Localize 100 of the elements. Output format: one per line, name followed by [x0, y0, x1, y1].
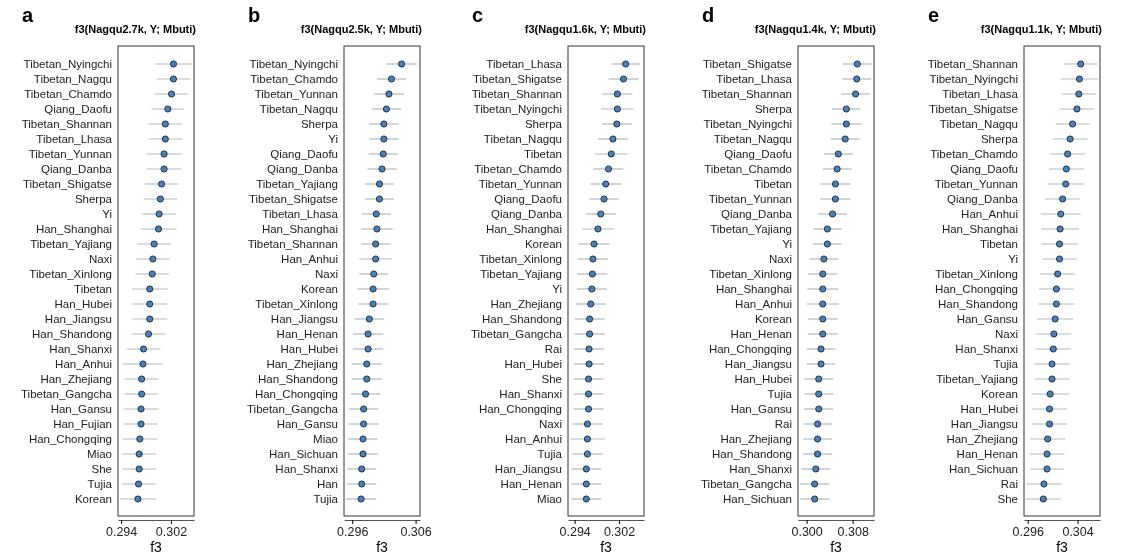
- x-axis-title: f3: [1056, 539, 1069, 555]
- point: [584, 375, 593, 383]
- point: [817, 360, 825, 368]
- point: [613, 90, 621, 98]
- point: [169, 60, 177, 68]
- point: [589, 255, 597, 263]
- point: [135, 450, 143, 458]
- y-tick-label: Sherpa: [754, 103, 793, 116]
- point: [360, 420, 368, 428]
- y-tick-label: Han_Anhui: [505, 433, 562, 446]
- point: [1040, 480, 1048, 488]
- point: [398, 60, 406, 68]
- point: [853, 60, 861, 68]
- point: [379, 150, 387, 158]
- point: [372, 240, 380, 248]
- point: [372, 255, 380, 263]
- point: [1066, 135, 1074, 143]
- point: [584, 405, 593, 413]
- point: [1064, 150, 1072, 158]
- y-tick-label: She: [997, 493, 1018, 506]
- point: [139, 360, 147, 368]
- point: [138, 390, 146, 398]
- point: [820, 255, 828, 263]
- y-tick-label: Han_Jiangsu: [724, 358, 792, 371]
- point: [361, 390, 370, 398]
- point: [1046, 405, 1054, 413]
- point: [613, 105, 621, 113]
- point: [155, 210, 163, 218]
- y-tick-label: Han_Hubei: [960, 403, 1018, 416]
- y-tick-label: Tibetan_Lhasa: [486, 58, 563, 71]
- y-tick-label: Tibetan_Gangcha: [20, 388, 113, 401]
- point: [1051, 315, 1059, 323]
- point: [358, 480, 366, 488]
- y-tick-label: Tujia: [993, 358, 1019, 371]
- y-tick-label: Yi: [102, 208, 112, 221]
- point: [831, 195, 839, 203]
- point: [169, 75, 177, 83]
- point: [1046, 390, 1054, 398]
- point: [1052, 300, 1060, 308]
- point: [1048, 375, 1056, 383]
- point: [358, 465, 366, 473]
- y-tick-label: Han_Hubei: [280, 343, 338, 356]
- y-tick-label: Qiang_Danba: [947, 193, 1019, 206]
- point: [1049, 345, 1057, 353]
- point: [137, 405, 145, 413]
- y-tick-label: Tujia: [313, 493, 339, 506]
- point: [815, 375, 823, 383]
- y-tick-label: Han_Jiangsu: [270, 313, 338, 326]
- x-tick-label: 0.304: [1062, 524, 1094, 539]
- chart-title: b: [248, 4, 261, 26]
- y-tick-label: Miao: [87, 448, 112, 461]
- y-tick-label: Han_Shanghai: [261, 223, 338, 236]
- point: [136, 435, 144, 443]
- point: [586, 330, 594, 338]
- y-tick-label: Tibetan_Yajiang: [480, 268, 562, 281]
- y-tick-label: Tibetan_Nyingchi: [703, 118, 792, 131]
- y-tick-label: Han_Shanxi: [49, 343, 112, 356]
- y-tick-label: Tibetan_Xinlong: [935, 268, 1018, 281]
- y-tick-label: Han_Gansu: [276, 418, 338, 431]
- point: [1054, 270, 1062, 278]
- point: [375, 180, 384, 188]
- y-tick-label: She: [91, 463, 112, 476]
- y-tick-label: Korean: [300, 283, 338, 296]
- point: [585, 345, 593, 353]
- y-tick-label: Han_Shanxi: [729, 463, 792, 476]
- y-tick-label: Han_Anhui: [735, 298, 792, 311]
- x-tick-label: 0.296: [1012, 524, 1044, 539]
- point: [365, 315, 373, 323]
- y-tick-label: Tibetan_Shigatse: [472, 73, 562, 86]
- chart-subtitle: f3(Nagqu2.5k, Y; Mbuti): [300, 23, 423, 35]
- y-tick-label: Tibetan_Chamdo: [250, 73, 338, 86]
- point: [597, 210, 605, 218]
- point: [582, 495, 590, 503]
- point: [619, 75, 628, 83]
- y-tick-label: Tibetan: [754, 178, 792, 191]
- point: [814, 420, 822, 428]
- point: [363, 360, 371, 368]
- y-tick-label: Tibetan_Shigatse: [702, 58, 792, 71]
- y-tick-label: Qiang_Daofu: [950, 163, 1018, 176]
- y-tick-label: Tibetan: [74, 283, 112, 296]
- y-tick-label: Tibetan_Xinlong: [709, 268, 792, 281]
- y-tick-label: Qiang_Daofu: [494, 193, 562, 206]
- y-tick-label: Han_Shandong: [482, 313, 562, 326]
- point: [168, 90, 176, 98]
- point: [823, 240, 831, 248]
- point: [1056, 225, 1064, 233]
- point: [1044, 435, 1052, 443]
- point: [852, 90, 860, 98]
- point: [811, 480, 819, 488]
- point: [135, 480, 143, 488]
- point: [1055, 255, 1064, 263]
- y-tick-label: Han_Shandong: [258, 373, 338, 386]
- point: [144, 330, 153, 338]
- point: [161, 135, 169, 143]
- x-tick-label: 0.306: [400, 524, 432, 539]
- y-tick-label: Han_Henan: [500, 478, 562, 491]
- point: [833, 165, 841, 173]
- point: [582, 465, 590, 473]
- point: [841, 135, 849, 143]
- y-tick-label: Han_Anhui: [281, 253, 338, 266]
